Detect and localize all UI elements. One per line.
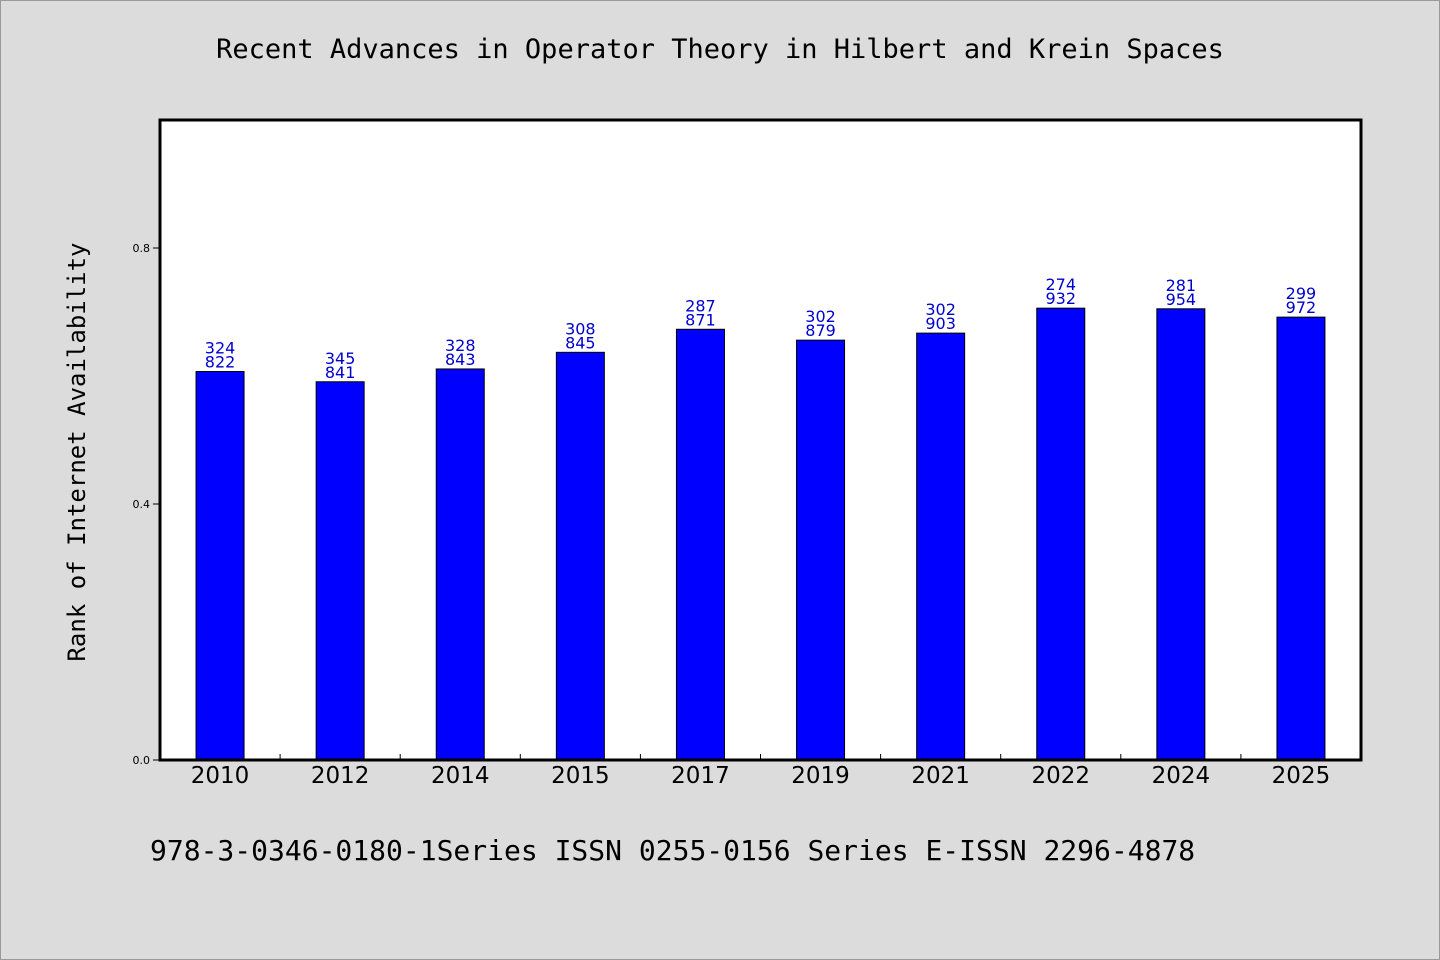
- data-label: 954: [1166, 290, 1197, 309]
- x-tick-label: 2024: [1152, 763, 1211, 789]
- data-label: 299: [1286, 284, 1317, 303]
- data-label: 903: [925, 314, 956, 333]
- x-tick-label: 2014: [431, 763, 490, 789]
- plot-border: [158, 118, 1363, 762]
- bar: [796, 339, 846, 761]
- bar: [916, 332, 966, 761]
- data-label: 845: [565, 333, 596, 352]
- bar: [1036, 307, 1086, 761]
- data-label: 274: [1045, 275, 1076, 294]
- x-tick-label: 2015: [551, 763, 610, 789]
- data-label: 871: [685, 310, 716, 329]
- data-label: 281: [1166, 276, 1197, 295]
- x-tick-label: 2022: [1031, 763, 1090, 789]
- x-tick-label: 2017: [671, 763, 730, 789]
- bar: [195, 371, 245, 761]
- chart-title: Recent Advances in Operator Theory in Hi…: [216, 34, 1224, 65]
- data-label: 302: [925, 300, 956, 319]
- data-label: 841: [325, 363, 356, 382]
- data-label: 308: [565, 319, 596, 338]
- bar: [675, 328, 725, 761]
- x-tick-label: 2025: [1272, 763, 1331, 789]
- bar: [1276, 316, 1326, 761]
- x-tick-label: 2021: [911, 763, 970, 789]
- data-label: 822: [205, 353, 236, 372]
- bar: [315, 381, 365, 761]
- data-label: 879: [805, 321, 836, 340]
- data-label: 345: [325, 349, 356, 368]
- x-tick-label: 2019: [791, 763, 850, 789]
- x-tick-label: 2010: [191, 763, 250, 789]
- data-label: 302: [805, 307, 836, 326]
- y-tick-label: 0.8: [133, 242, 151, 255]
- data-label: 972: [1286, 298, 1317, 317]
- data-label: 328: [445, 336, 476, 355]
- y-tick-label: 0.0: [133, 754, 151, 767]
- data-label: 932: [1045, 289, 1076, 308]
- footer-isbn-text: 978-3-0346-0180-1Series ISSN 0255-0156 S…: [150, 834, 1196, 867]
- bar: [435, 368, 485, 761]
- data-label: 843: [445, 350, 476, 369]
- data-label: 287: [685, 296, 716, 315]
- x-tick-label: 2012: [311, 763, 370, 789]
- y-tick-label: 0.4: [133, 498, 151, 511]
- bar: [1156, 308, 1206, 761]
- data-label: 324: [205, 339, 236, 358]
- bar: [555, 351, 605, 761]
